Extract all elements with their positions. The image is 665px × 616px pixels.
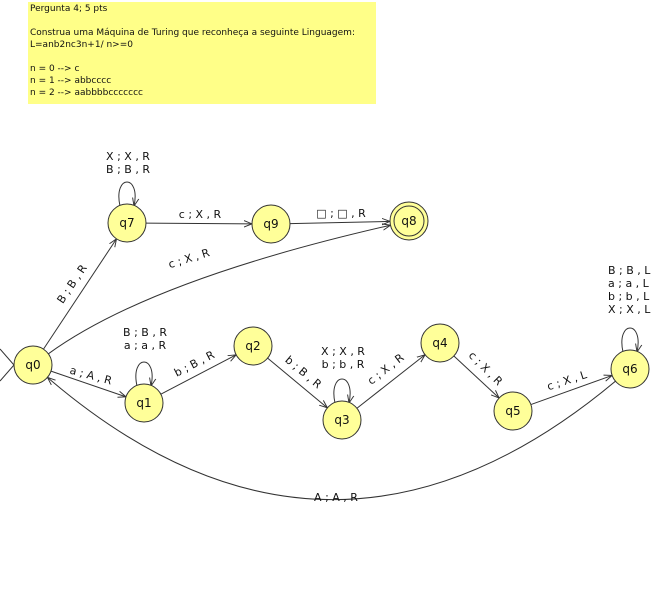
note-line: Pergunta 4; 5 pts [30,4,108,14]
state-label: q9 [263,217,278,231]
transition-label: X ; X , L [608,303,651,316]
transition-q6-q6 [621,327,638,352]
transition-label: B ; B , L [608,264,651,277]
state-q3: q3 [322,400,362,440]
state-q2: q2 [233,326,273,366]
transition-label: b ; B , R [282,353,324,391]
state-q6: q6 [610,349,650,389]
transition-label: A ; A , R [314,491,358,504]
state-label: q2 [245,339,260,353]
transition-q4-q5 [453,355,499,398]
state-circle [251,204,291,244]
state-circle [233,326,273,366]
transition-label: c ; X , R [466,349,505,388]
question-note: Pergunta 4; 5 pts Construa uma Máquina d… [28,2,376,104]
transition-label: b ; B , R [172,348,217,379]
state-label: q6 [622,362,637,376]
state-label: q4 [432,336,447,350]
state-label: q7 [119,216,134,230]
transition-q7-q7 [118,181,135,206]
transition-label: X ; X , R [106,150,150,163]
transition-q3-q4 [356,355,425,409]
transition-q1-q1 [135,361,152,386]
state-circle [107,203,147,243]
state-label: q5 [505,404,520,418]
transition-q0-q7 [43,239,116,350]
note-line: Construa uma Máquina de Turing que recon… [30,28,355,38]
state-q5: q5 [493,391,533,431]
initial-state-arrow [0,348,15,382]
transition-label: □ ; □ , R [316,207,366,220]
state-circle [322,400,362,440]
transition-q6-q0 [47,377,616,501]
transition-label: c ; X , R [365,351,407,388]
state-circle [493,391,533,431]
transition-label: c ; X , L [545,368,589,393]
state-circle [610,349,650,389]
transition-label: B ; B , R [123,326,167,339]
state-q7: q7 [107,203,147,243]
state-circle [420,323,460,363]
transition-q2-q3 [267,357,328,408]
state-q9: q9 [251,204,291,244]
note-line: n = 2 --> aabbbbccccccc [30,88,143,98]
transition-q3-q3 [333,378,350,403]
note-line: L=anb2nc3n+1/ n>=0 [30,40,133,50]
note-line: n = 0 --> c [30,64,80,74]
transition-q7-q9 [145,223,252,224]
transition-label: c ; X , R [167,246,212,271]
transition-label: c ; X , R [179,208,222,221]
transition-label: a ; a , L [608,277,650,290]
transition-q0-q1 [50,370,126,397]
transition-label: b ; b , L [608,290,650,303]
state-label: q1 [136,396,151,410]
transition-label: a ; A , R [68,364,113,388]
state-label: q0 [25,358,40,372]
state-label: q8 [401,214,416,228]
state-q1: q1 [124,383,164,423]
transition-label: X ; X , R [321,345,365,358]
state-label: q3 [334,413,349,427]
transition-q0-q8 [48,225,390,355]
final-state-ring [393,205,425,237]
transition-q5-q6 [530,375,612,406]
transition-q9-q8 [289,221,390,223]
transition-label: B ; B , R [106,163,150,176]
transition-q1-q2 [160,355,236,395]
transition-label: B ; B , R [54,262,90,306]
state-circle [13,345,53,385]
transition-label: b ; b , R [322,358,365,371]
state-q0: q0 [13,345,53,385]
note-line: n = 1 --> abbcccc [30,76,112,86]
state-q8: q8 [389,201,429,241]
state-q4: q4 [420,323,460,363]
transition-label: a ; a , R [124,339,167,352]
state-circle [124,383,164,423]
